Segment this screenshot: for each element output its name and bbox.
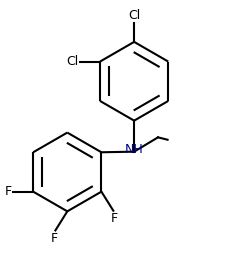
Text: F: F [50, 232, 57, 245]
Text: NH: NH [124, 143, 143, 156]
Text: Cl: Cl [128, 9, 140, 22]
Text: F: F [111, 212, 117, 225]
Text: Cl: Cl [66, 55, 78, 68]
Text: F: F [5, 185, 12, 198]
